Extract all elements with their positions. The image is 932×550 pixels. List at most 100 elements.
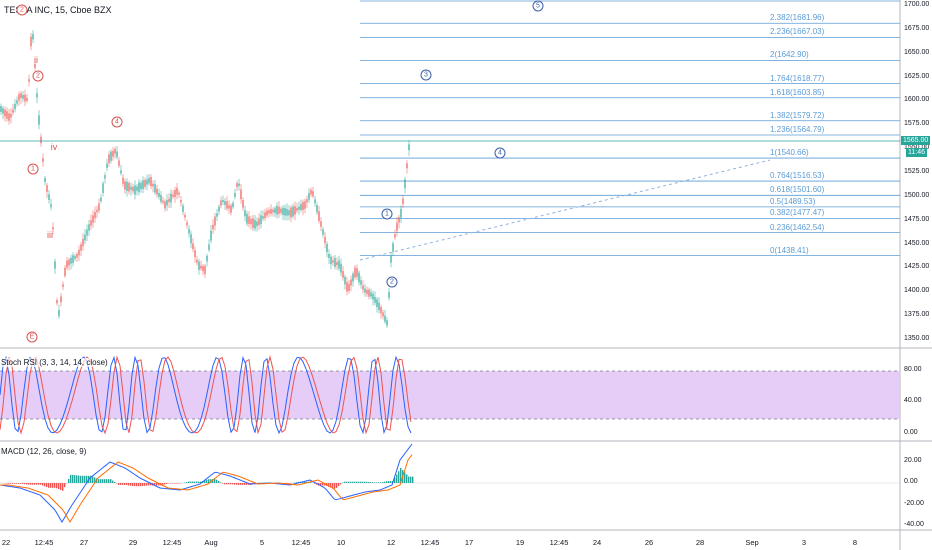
candle-body [68, 259, 70, 266]
candle-body [324, 236, 326, 244]
wave-label[interactable]: 2 [386, 276, 398, 288]
candle-body [158, 193, 160, 197]
candle-body [130, 186, 132, 190]
wave-label[interactable]: 1 [27, 163, 39, 175]
candle-body [358, 272, 360, 283]
candle-body [246, 213, 248, 224]
candle-body [188, 229, 190, 234]
macd-histogram-bar [150, 483, 152, 486]
candle-body [252, 218, 254, 228]
candle-body [302, 202, 304, 210]
macd-title[interactable]: MACD (12, 26, close, 9) [1, 447, 87, 456]
macd-histogram-bar [334, 483, 336, 489]
macd-histogram-bar [198, 481, 200, 483]
candle-body [314, 199, 316, 204]
candle-body [378, 302, 380, 311]
candle-body [270, 209, 272, 214]
wave-label[interactable]: iii [47, 230, 53, 240]
candle-body [332, 260, 334, 263]
candle-body [286, 208, 288, 216]
macd-histogram-bar [142, 483, 144, 486]
macd-histogram-bar [108, 479, 110, 483]
macd-histogram-bar [84, 475, 86, 483]
macd-histogram-bar [362, 481, 364, 483]
time-tick: 17 [464, 538, 474, 547]
candle-body [258, 218, 260, 225]
macd-histogram-bar [364, 481, 366, 483]
wave-label[interactable]: 4 [494, 147, 506, 159]
candle-body [152, 183, 154, 187]
wave-label[interactable]: 1 [381, 208, 393, 220]
candle-body [396, 222, 398, 231]
candle-body [310, 189, 312, 195]
wave-label[interactable]: iv [50, 142, 58, 152]
candle-body [360, 280, 362, 285]
candle-body [350, 279, 352, 286]
macd-histogram-bar [224, 483, 226, 485]
symbol-title[interactable]: TESLA INC, 15, Cboe BZX [4, 5, 112, 15]
macd-histogram-bar [146, 483, 148, 486]
wave-label[interactable]: 3 [420, 69, 432, 81]
candle-body [260, 215, 262, 224]
candle-body [66, 260, 68, 268]
stoch-tick: 80.00 [904, 366, 922, 373]
macd-histogram-bar [20, 483, 22, 484]
macd-histogram-bar [190, 481, 192, 483]
candle-body [320, 221, 322, 227]
candle-body [162, 200, 164, 203]
macd-histogram-bar [208, 479, 210, 483]
candle-body [228, 205, 230, 209]
candle-body [174, 189, 176, 197]
macd-histogram-bar [412, 476, 414, 483]
candle-body [284, 207, 286, 216]
candle-body [366, 289, 368, 294]
candle-body [254, 219, 256, 229]
candle-body [212, 224, 214, 230]
candle-body [20, 93, 22, 99]
candle-body [4, 109, 6, 117]
macd-histogram-bar [204, 480, 206, 483]
candle-body [222, 199, 224, 203]
price-tick: 1475.00 [904, 215, 930, 223]
macd-histogram-bar [62, 483, 64, 491]
price-tick: 1525.00 [904, 168, 930, 175]
stoch-rsi-title[interactable]: Stoch RSI (3, 3, 14, 14, close) [1, 358, 108, 367]
macd-histogram-bar [56, 483, 58, 489]
candle-body [248, 216, 250, 224]
macd-histogram-bar [380, 482, 382, 483]
fib-level-label: 0.236(1462.54) [770, 222, 825, 232]
wave-label[interactable]: ii [34, 55, 38, 65]
candle-body [184, 214, 186, 218]
candle-body [312, 191, 314, 197]
candle-body [52, 227, 54, 230]
fibonacci-extension[interactable] [360, 0, 900, 257]
price-tick: 1575.00 [904, 120, 930, 128]
candle-body [336, 261, 338, 266]
fib-level-label: 1(1540.66) [770, 148, 809, 158]
macd-histogram-bar [164, 483, 166, 485]
candle-body [304, 201, 306, 209]
candle-body [62, 284, 64, 287]
time-tick: 19 [515, 538, 525, 547]
macd-histogram-bar [230, 483, 232, 485]
candle-body [22, 94, 24, 99]
wave-label[interactable]: 5 [532, 0, 544, 12]
price-tick: 1500.00 [904, 191, 930, 199]
macd-histogram-bar [296, 482, 298, 483]
trend-line[interactable] [359, 159, 771, 261]
macd-histogram-bar [304, 481, 306, 483]
candle-body [82, 238, 84, 247]
macd-tick: 0.00 [904, 478, 918, 485]
wave-label[interactable]: E [26, 331, 38, 343]
candle-body [364, 288, 366, 293]
wave-label[interactable]: 4 [111, 116, 123, 128]
wave-label[interactable]: 2 [32, 70, 44, 82]
macd-histogram-bar [396, 474, 398, 483]
macd-histogram-bar [234, 483, 236, 485]
candle-body [170, 193, 172, 203]
time-tick: 29 [128, 538, 138, 547]
wave-label[interactable]: 2 [16, 4, 28, 16]
candle-body [322, 229, 324, 235]
candle-body [40, 136, 42, 144]
